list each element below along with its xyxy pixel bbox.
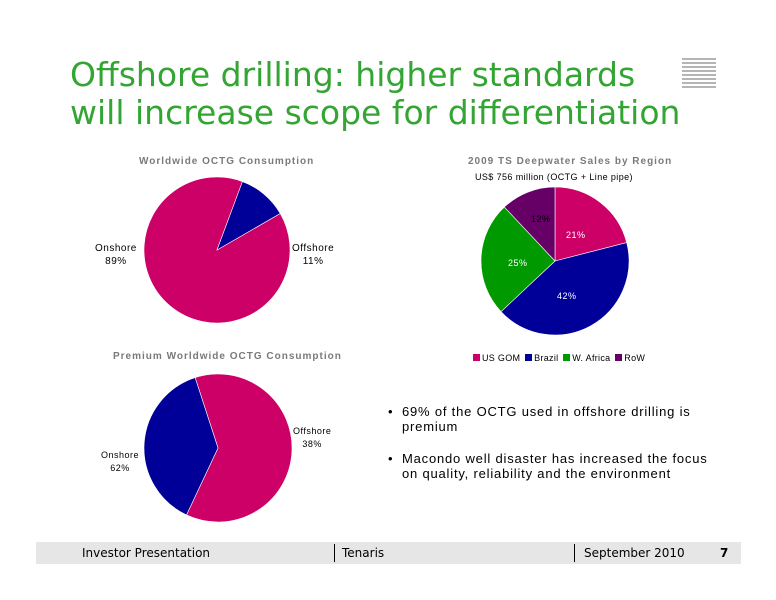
bullet-text: Macondo well disaster has increased the … — [402, 451, 708, 481]
chart3-label-onshore: Onshore 62% — [101, 449, 139, 475]
chart2-subtitle: US$ 756 million (OCTG + Line pipe) — [475, 172, 633, 182]
chart2-label-usgom: 21% — [566, 230, 586, 240]
legend-item-brazil: Brazil — [525, 353, 558, 363]
chart3-pie — [143, 373, 293, 523]
chart2-legend: US GOM Brazil W. Africa RoW — [473, 353, 647, 363]
chart3-label-onshore-value: 62% — [110, 463, 130, 473]
legend-swatch-row — [615, 354, 623, 361]
chart3-label-onshore-name: Onshore — [101, 450, 140, 460]
chart2-label-row: 12% — [531, 214, 551, 224]
slide-title: Offshore drilling: higher standards will… — [70, 56, 710, 132]
legend-label-row: RoW — [624, 353, 646, 363]
bullet-item: • Macondo well disaster has increased the… — [388, 451, 708, 481]
chart3-label-offshore-value: 38% — [302, 439, 322, 449]
legend-swatch-wafrica — [563, 354, 571, 361]
footer-divider — [574, 544, 575, 562]
pie-slice-offshore — [216, 181, 281, 251]
chart1-label-offshore-name: Offshore — [292, 243, 335, 254]
chart2-label-wafrica: 25% — [508, 258, 528, 268]
chart1-label-onshore: Onshore 89% — [95, 242, 137, 268]
chart1-label-offshore: Offshore 11% — [292, 242, 334, 268]
chart2-title: 2009 TS Deepwater Sales by Region — [468, 156, 673, 167]
legend-swatch-brazil — [525, 354, 533, 361]
chart1-label-onshore-value: 89% — [105, 256, 127, 267]
chart1-label-offshore-value: 11% — [302, 256, 324, 267]
footer-date: September 2010 — [584, 546, 685, 560]
footer-presentation: Investor Presentation — [82, 546, 211, 560]
pie-slice-row — [503, 186, 556, 262]
chart3-label-offshore-name: Offshore — [293, 426, 332, 436]
chart1-pie — [143, 176, 291, 324]
legend-item-usgom: US GOM — [473, 353, 520, 363]
pie-slice-brazil — [500, 242, 630, 336]
legend-item-wafrica: W. Africa — [563, 353, 610, 363]
footer-divider — [334, 544, 335, 562]
legend-label-usgom: US GOM — [482, 353, 521, 363]
legend-item-row: RoW — [615, 353, 645, 363]
slide-title-line1: Offshore drilling: higher standards — [70, 55, 636, 94]
footer-company: Tenaris — [342, 546, 385, 560]
legend-swatch-usgom — [473, 354, 480, 361]
pie-slice-us-gom — [554, 186, 628, 262]
bullet-dot-icon: • — [388, 451, 394, 466]
page-number: 7 — [720, 546, 729, 560]
chart3-title: Premium Worldwide OCTG Consumption — [113, 351, 342, 362]
footer-bar: Investor Presentation Tenaris September … — [36, 542, 741, 564]
slide-title-line2: will increase scope for differentiation — [70, 93, 681, 132]
chart1-label-onshore-name: Onshore — [95, 243, 137, 254]
pie-slice-onshore — [186, 373, 293, 523]
chart3-label-offshore: Offshore 38% — [293, 425, 331, 451]
chart2-pie — [480, 186, 630, 336]
chart2-label-brazil: 42% — [557, 291, 577, 301]
pie-slice-w-africa — [480, 206, 556, 313]
legend-label-wafrica: W. Africa — [572, 353, 611, 363]
legend-label-brazil: Brazil — [534, 353, 559, 363]
pie-slice-offshore — [143, 377, 219, 516]
bullet-dot-icon: • — [388, 404, 394, 419]
bullet-item: • 69% of the OCTG used in offshore drilli… — [388, 404, 708, 434]
bullet-text: 69% of the OCTG used in offshore drillin… — [402, 404, 691, 434]
bullet-list: • 69% of the OCTG used in offshore drilli… — [388, 404, 708, 498]
chart1-title: Worldwide OCTG Consumption — [139, 156, 315, 167]
logo-stripes-icon — [682, 58, 716, 90]
